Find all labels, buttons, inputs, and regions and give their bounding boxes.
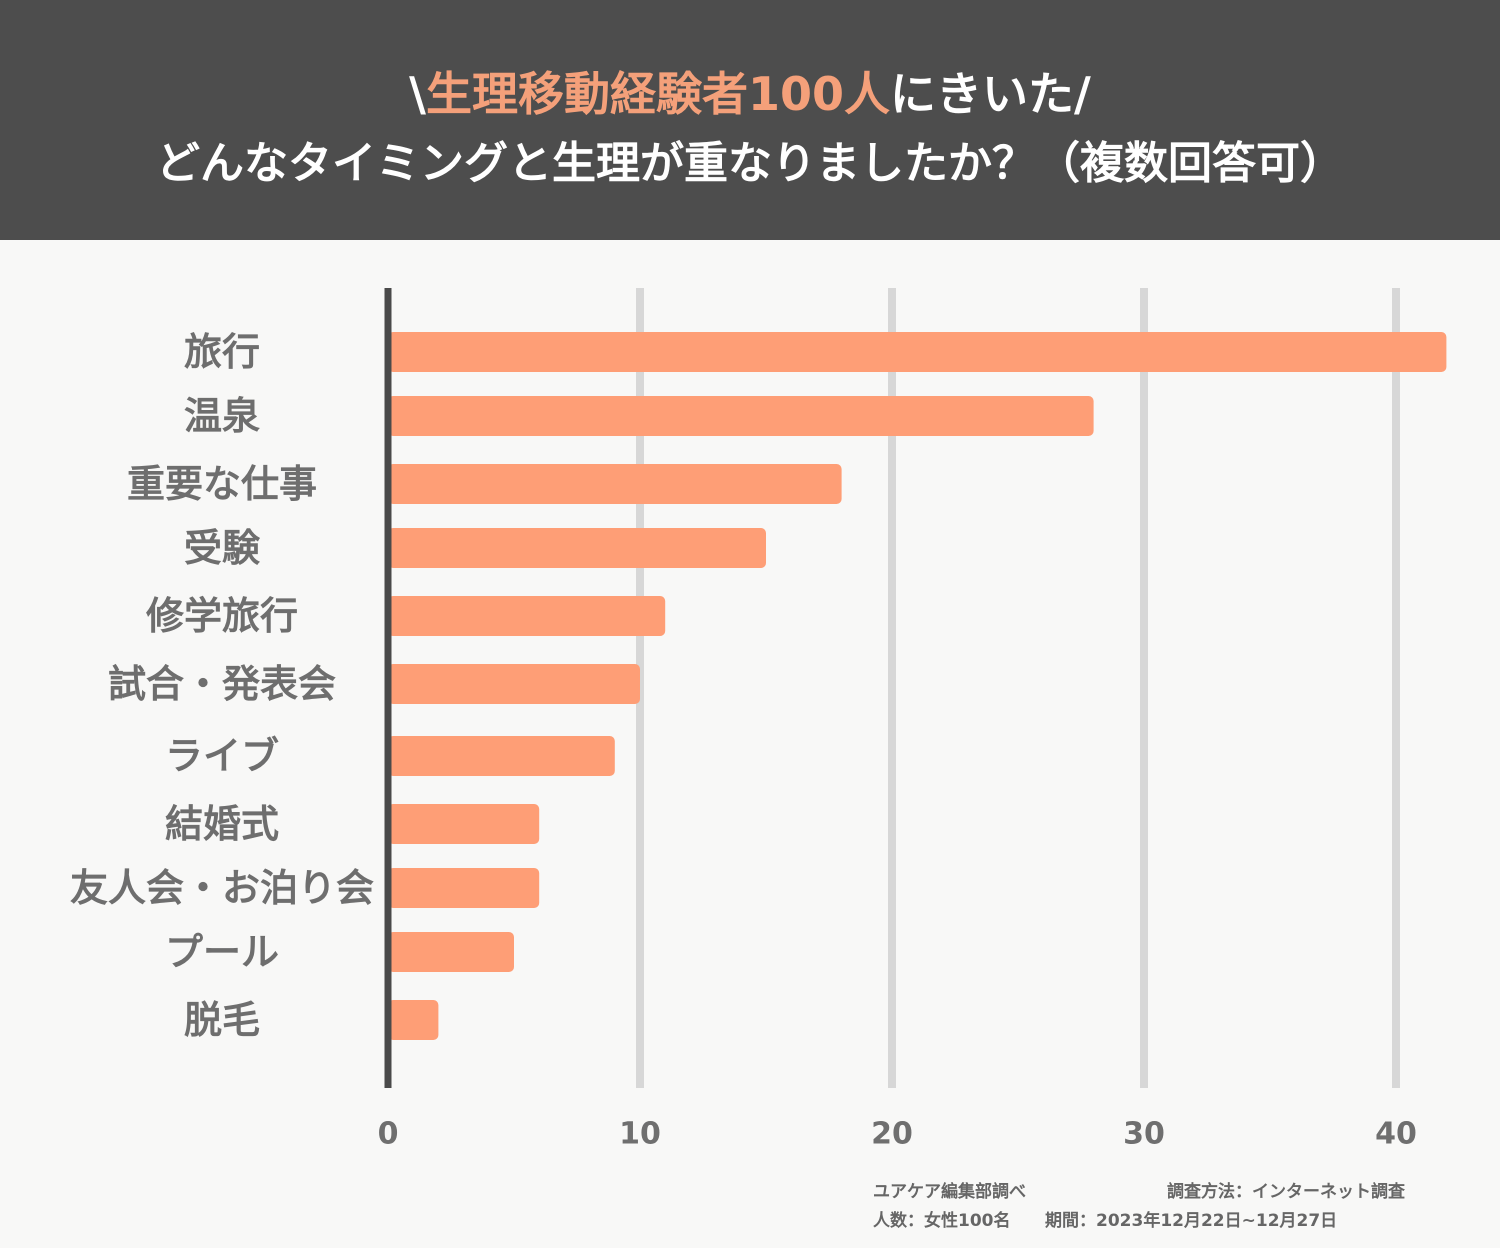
- bar-9: [388, 868, 540, 908]
- bar-4: [388, 528, 766, 568]
- footer-period: 期間：2023年12月22日~12月27日: [1045, 1211, 1338, 1231]
- category-label: 脱毛: [184, 998, 260, 1042]
- category-label: 重要な仕事: [127, 462, 317, 506]
- x-tick-label: 10: [619, 1117, 661, 1152]
- bar-2: [388, 396, 1094, 436]
- bar-8: [388, 804, 540, 844]
- title-open: \: [409, 67, 426, 121]
- bar-1: [388, 332, 1447, 372]
- x-tick-label: 0: [378, 1117, 399, 1152]
- category-label: 修学旅行: [146, 594, 298, 638]
- footer-method: 調査方法：インターネット調査: [1167, 1182, 1405, 1202]
- category-label: 結婚式: [165, 802, 279, 846]
- x-tick-label: 40: [1375, 1117, 1417, 1152]
- chart-title: \生理移動経験者100人にきいた/: [0, 62, 1500, 126]
- bar-11: [388, 1000, 439, 1040]
- chart-subtitle: どんなタイミングと生理が重なりましたか？（複数回答可）: [156, 138, 1344, 189]
- category-label: プール: [165, 930, 279, 974]
- bar-chart: 旅行温泉重要な仕事受験修学旅行試合・発表会ライブ結婚式友人会・お泊り会プール脱毛…: [70, 288, 1447, 1152]
- category-label: 試合・発表会: [108, 662, 336, 706]
- bar-10: [388, 932, 514, 972]
- bar-6: [388, 664, 640, 704]
- category-label: 温泉: [184, 394, 260, 438]
- header-banner: \生理移動経験者100人にきいた/ どんなタイミングと生理が重なりましたか？（複…: [0, 0, 1500, 240]
- x-tick-label: 20: [871, 1117, 913, 1152]
- title-rest: にきいた/: [890, 67, 1091, 121]
- bar-7: [388, 736, 615, 776]
- category-label: ライブ: [165, 734, 279, 778]
- category-label: 友人会・お泊り会: [70, 866, 374, 910]
- bar-3: [388, 464, 842, 504]
- title-highlight: 生理移動経験者100人: [425, 67, 891, 121]
- footer-sample: 人数：女性100名: [873, 1211, 1011, 1231]
- category-label: 旅行: [184, 330, 260, 374]
- category-label: 受験: [184, 526, 261, 570]
- x-tick-label: 30: [1123, 1117, 1165, 1152]
- bar-5: [388, 596, 666, 636]
- footer-source: ユアケア編集部調べ: [873, 1182, 1026, 1202]
